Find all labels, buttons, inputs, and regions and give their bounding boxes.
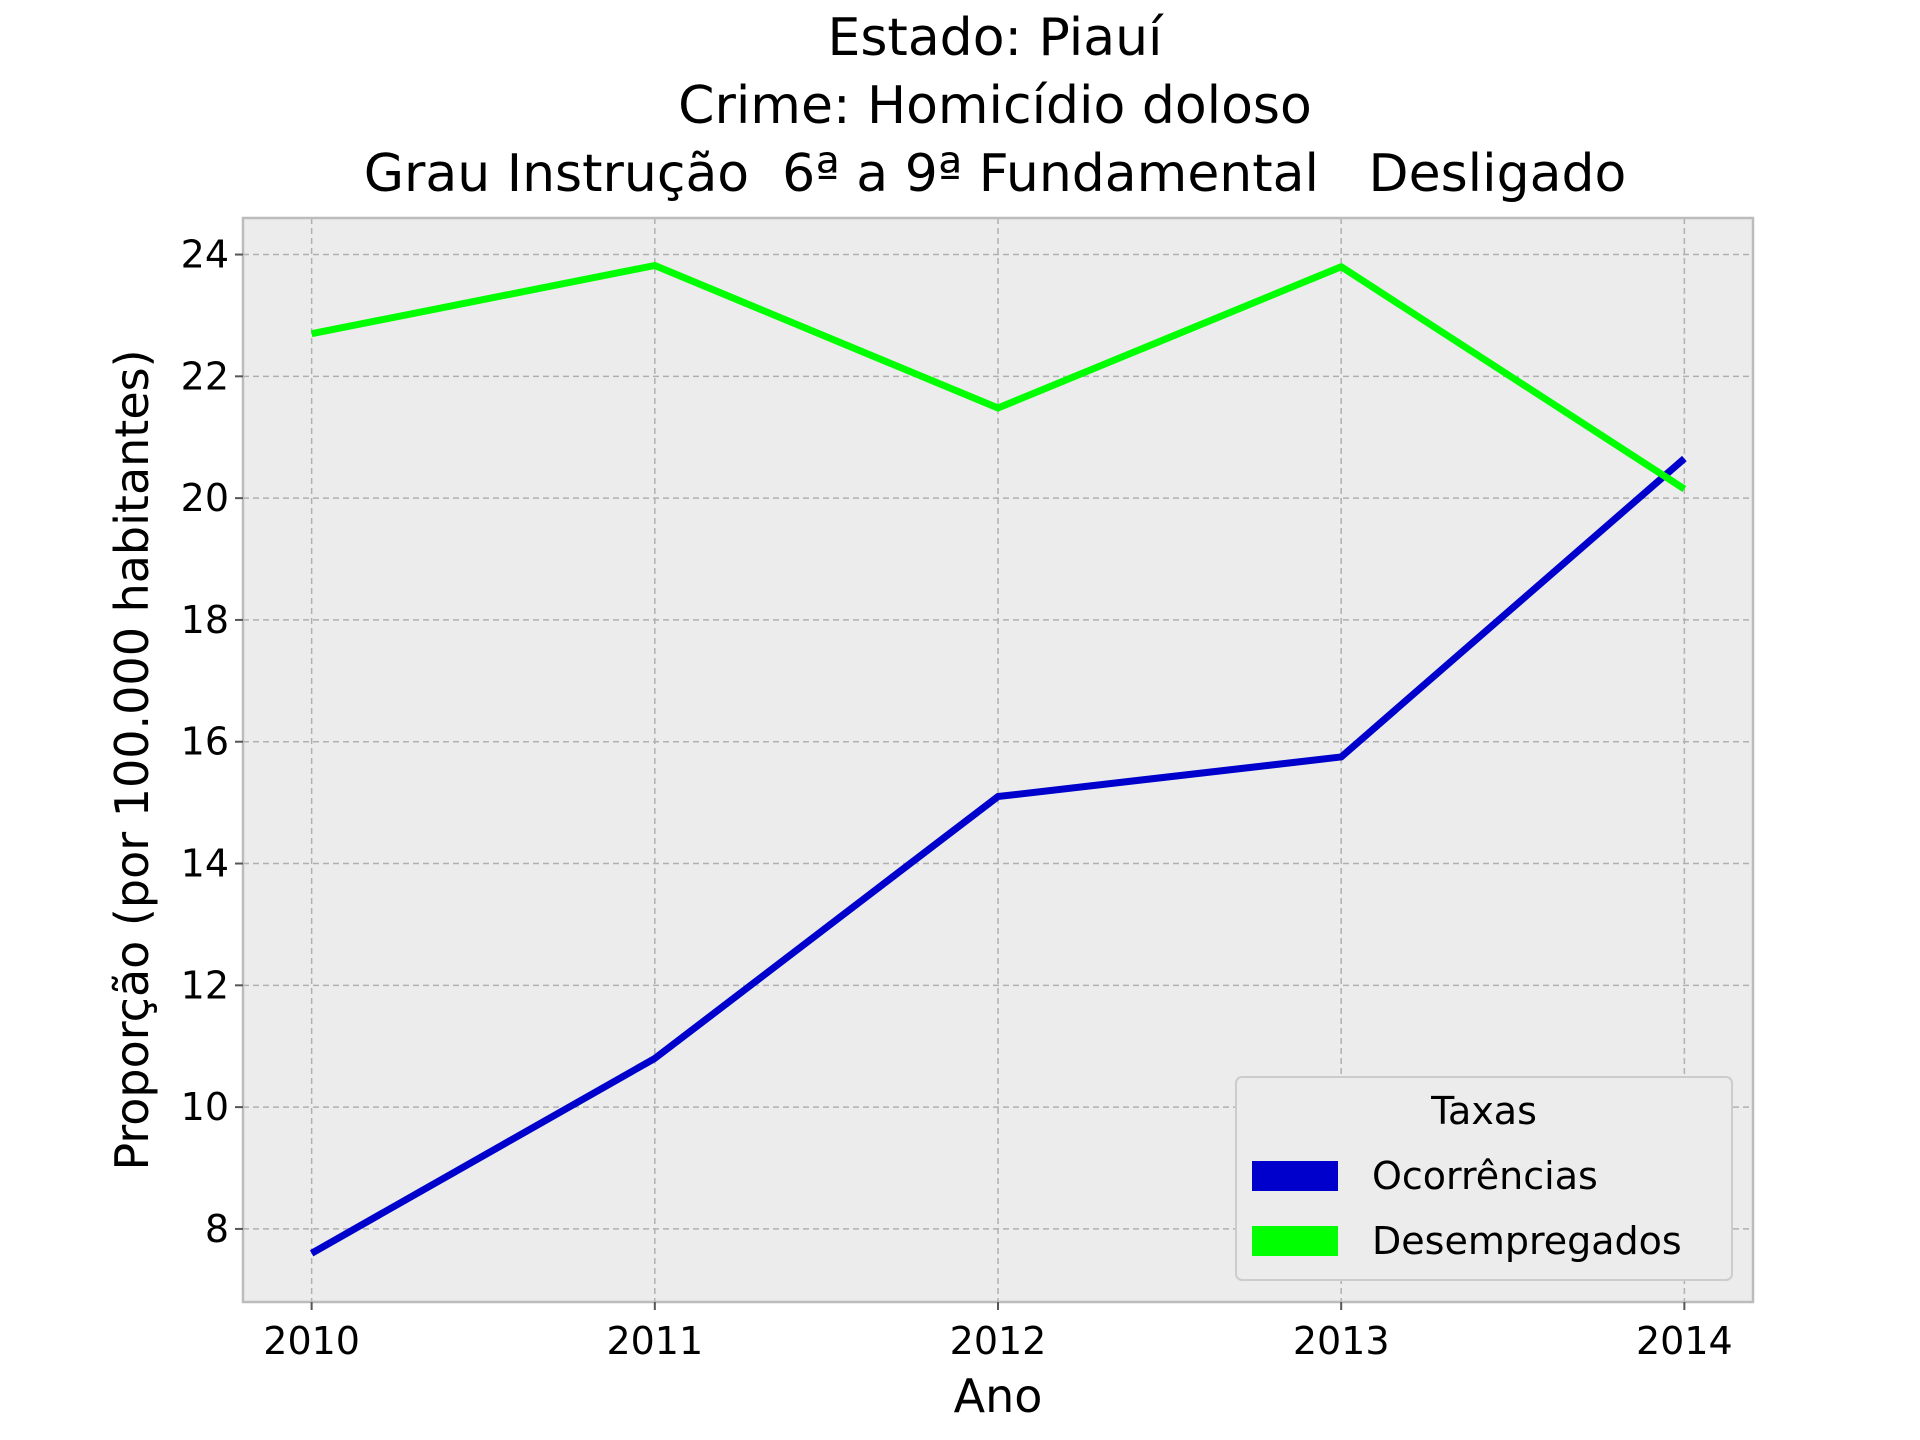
- series-layer: [309, 262, 1687, 1257]
- x-tick-label: 2013: [1293, 1319, 1390, 1363]
- y-tick-label: 18: [181, 598, 229, 642]
- series-line-ocorrencias: [309, 455, 1687, 1257]
- y-tick-label: 10: [181, 1085, 229, 1129]
- legend-swatch-desempregados: [1252, 1226, 1338, 1256]
- x-axis-label: Ano: [954, 1369, 1043, 1423]
- legend-label-ocorrencias: Ocorrências: [1372, 1154, 1598, 1198]
- x-tick-label: 2011: [606, 1319, 703, 1363]
- legend-box: [1235, 1076, 1733, 1281]
- legend-title: Taxas: [1430, 1089, 1537, 1133]
- y-tick-label: 22: [181, 354, 229, 398]
- y-tick-label: 20: [181, 476, 229, 520]
- y-tick-label: 14: [181, 842, 229, 886]
- y-tick-label: 12: [181, 963, 229, 1007]
- legend: Taxas Ocorrências Desempregados: [1235, 1076, 1733, 1281]
- title-line-3: Grau Instrução 6ª a 9ª Fundamental Desli…: [364, 144, 1627, 204]
- x-tick-label: 2012: [950, 1319, 1047, 1363]
- grid: [243, 218, 1753, 1302]
- y-tick-label: 16: [181, 720, 229, 764]
- y-tick-label: 24: [181, 233, 229, 277]
- x-axis-ticks: 2010 2011 2012 2013 2014: [263, 1302, 1733, 1363]
- title-line-1: Estado: Piauí: [827, 8, 1164, 68]
- chart-title: Estado: Piauí Crime: Homicídio doloso Gr…: [364, 8, 1627, 204]
- title-line-2: Crime: Homicídio doloso: [678, 76, 1312, 136]
- x-tick-label: 2014: [1636, 1319, 1733, 1363]
- series-line-desempregados: [310, 262, 1687, 492]
- y-tick-label: 8: [205, 1207, 229, 1251]
- x-tick-label: 2010: [263, 1319, 360, 1363]
- y-axis-label: Proporção (por 100.000 habitantes): [105, 349, 159, 1170]
- legend-label-desempregados: Desempregados: [1372, 1219, 1682, 1263]
- y-axis-ticks: 8 10 12 14 16 18 20 22 24: [181, 233, 243, 1251]
- legend-swatch-ocorrencias: [1252, 1161, 1338, 1191]
